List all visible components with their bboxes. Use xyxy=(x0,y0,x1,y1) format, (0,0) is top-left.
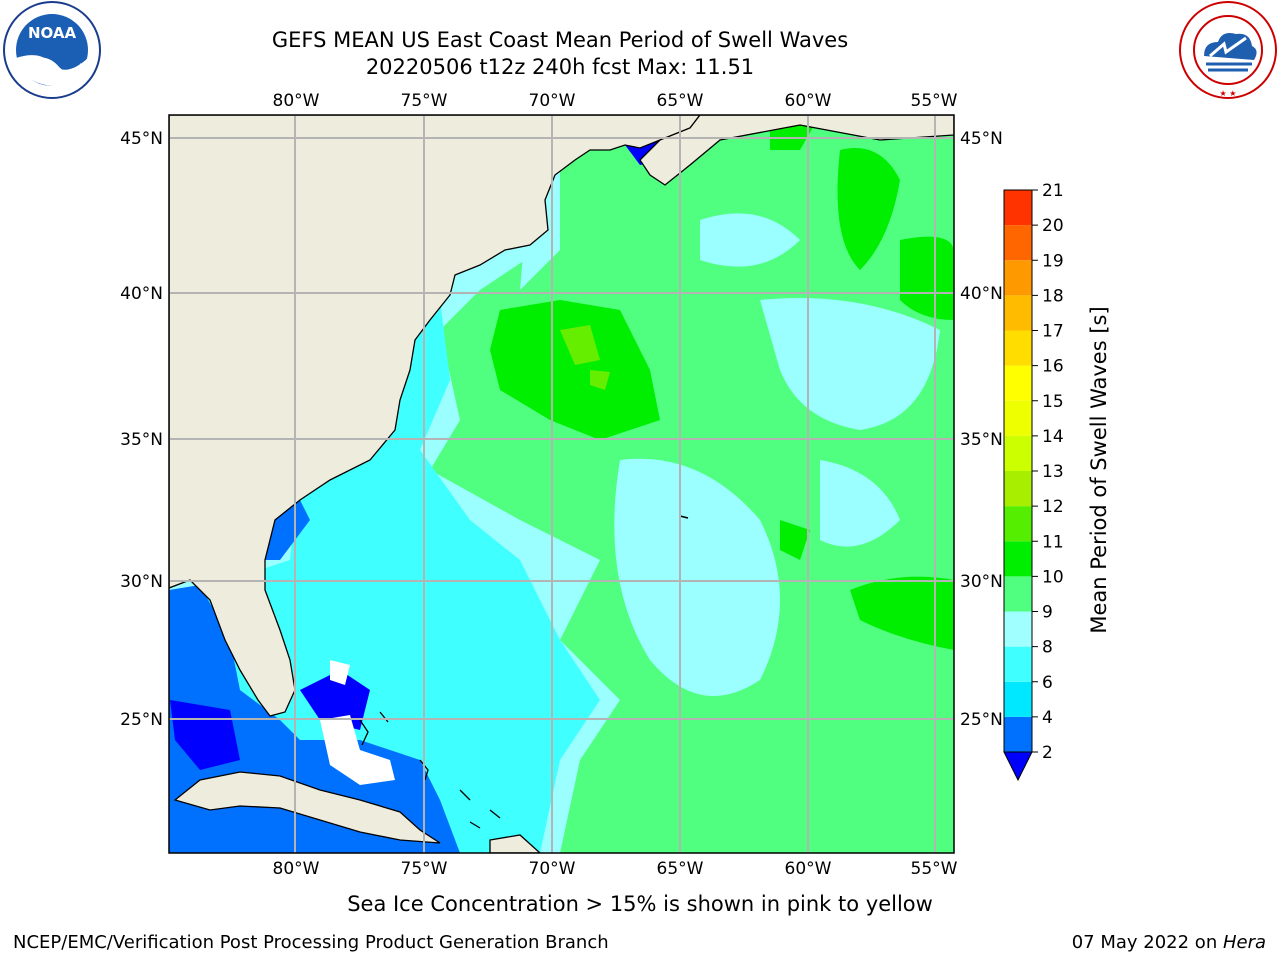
map-subtitle: 20220506 t12z 240h fcst Max: 11.51 xyxy=(365,55,755,79)
colorbar-tick-label: 9 xyxy=(1042,603,1053,623)
colorbar-segment xyxy=(1004,716,1032,752)
footer-date: 07 May 2022 on Hera xyxy=(1072,932,1266,953)
colorbar-tick-label: 2 xyxy=(1042,743,1053,763)
colorbar-tick-label: 21 xyxy=(1042,181,1064,201)
colorbar-tick-label: 11 xyxy=(1042,532,1064,552)
colorbar-segment xyxy=(1004,471,1032,507)
lon-label: 80°W xyxy=(273,91,320,111)
colorbar-segment xyxy=(1004,576,1032,612)
bottom-lon-labels: 80°W 75°W 70°W 65°W 60°W 55°W xyxy=(273,859,958,879)
lon-label: 75°W xyxy=(401,859,448,879)
top-lon-labels: 80°W 75°W 70°W 65°W 60°W 55°W xyxy=(273,91,958,111)
map-frame xyxy=(168,114,955,854)
colorbar-segment xyxy=(1004,400,1032,436)
colorbar-tick-label: 19 xyxy=(1042,251,1064,271)
nws-logo: ★ ★ xyxy=(1179,1,1277,99)
lat-label: 45°N xyxy=(960,129,1003,149)
lon-label: 75°W xyxy=(401,91,448,111)
sea-ice-note: Sea Ice Concentration > 15% is shown in … xyxy=(347,892,933,916)
right-lat-labels: 45°N 40°N 35°N 30°N 25°N xyxy=(960,129,1003,730)
footer-machine: Hera xyxy=(1222,932,1266,953)
colorbar-tick-label: 13 xyxy=(1042,462,1064,482)
colorbar-segment xyxy=(1004,365,1032,401)
lat-label: 35°N xyxy=(120,430,163,450)
colorbar-segment xyxy=(1004,681,1032,717)
lat-label: 40°N xyxy=(960,284,1003,304)
colorbar-label: Mean Period of Swell Waves [s] xyxy=(1087,306,1111,633)
left-lat-labels: 45°N 40°N 35°N 30°N 25°N xyxy=(120,129,163,730)
lon-label: 60°W xyxy=(785,859,832,879)
lon-label: 80°W xyxy=(273,859,320,879)
colorbar-segment xyxy=(1004,611,1032,647)
lon-label: 70°W xyxy=(529,859,576,879)
colorbar-segment xyxy=(1004,260,1032,296)
lon-label: 70°W xyxy=(529,91,576,111)
colorbar-segment xyxy=(1004,541,1032,577)
lat-label: 45°N xyxy=(120,129,163,149)
colorbar-tick-label: 17 xyxy=(1042,322,1064,342)
colorbar-tick-label: 14 xyxy=(1042,427,1064,447)
noaa-logo: NOAA xyxy=(3,1,101,99)
lon-label: 55°W xyxy=(911,91,958,111)
lat-label: 40°N xyxy=(120,284,163,304)
colorbar-tick-label: 16 xyxy=(1042,357,1064,377)
lon-label: 60°W xyxy=(785,91,832,111)
footer-credit: NCEP/EMC/Verification Post Processing Pr… xyxy=(13,932,609,953)
colorbar-tick-label: 8 xyxy=(1042,638,1053,658)
colorbar: 2 4 6 8 9 10 11 12 13 14 15 16 17 18 19 20 21 xyxy=(1003,181,1064,782)
svg-text:★ ★: ★ ★ xyxy=(1220,89,1237,98)
colorbar-tick-label: 15 xyxy=(1042,392,1064,412)
land-north-america xyxy=(169,115,701,717)
lon-label: 55°W xyxy=(911,859,958,879)
colorbar-segment xyxy=(1004,506,1032,542)
lat-label: 25°N xyxy=(960,710,1003,730)
colorbar-tick-label: 6 xyxy=(1042,673,1053,693)
colorbar-segment xyxy=(1004,190,1032,226)
map-title: GEFS MEAN US East Coast Mean Period of S… xyxy=(271,28,849,52)
colorbar-tick-label: 10 xyxy=(1042,567,1064,587)
colorbar-segment xyxy=(1004,295,1032,331)
colorbar-segment xyxy=(1004,225,1032,261)
lat-label: 25°N xyxy=(120,710,163,730)
colorbar-tick-label: 4 xyxy=(1042,708,1053,728)
lat-label: 30°N xyxy=(120,572,163,592)
swell-period-field xyxy=(169,115,954,853)
colorbar-segment xyxy=(1004,330,1032,366)
land-cuba xyxy=(173,771,441,844)
land-maritimes xyxy=(639,115,954,186)
colorbar-segment xyxy=(1004,646,1032,682)
noaa-text: NOAA xyxy=(28,24,77,42)
graticule xyxy=(169,115,954,853)
colorbar-tick-label: 12 xyxy=(1042,497,1064,517)
lon-label: 65°W xyxy=(657,859,704,879)
lat-label: 35°N xyxy=(960,430,1003,450)
colorbar-tick-label: 18 xyxy=(1042,286,1064,306)
colorbar-extend-triangle xyxy=(1003,751,1033,782)
colorbar-segment xyxy=(1004,435,1032,471)
lat-label: 30°N xyxy=(960,572,1003,592)
lon-label: 65°W xyxy=(657,91,704,111)
footer-date-text: 07 May 2022 on xyxy=(1071,932,1223,953)
colorbar-tick-label: 20 xyxy=(1042,216,1064,236)
